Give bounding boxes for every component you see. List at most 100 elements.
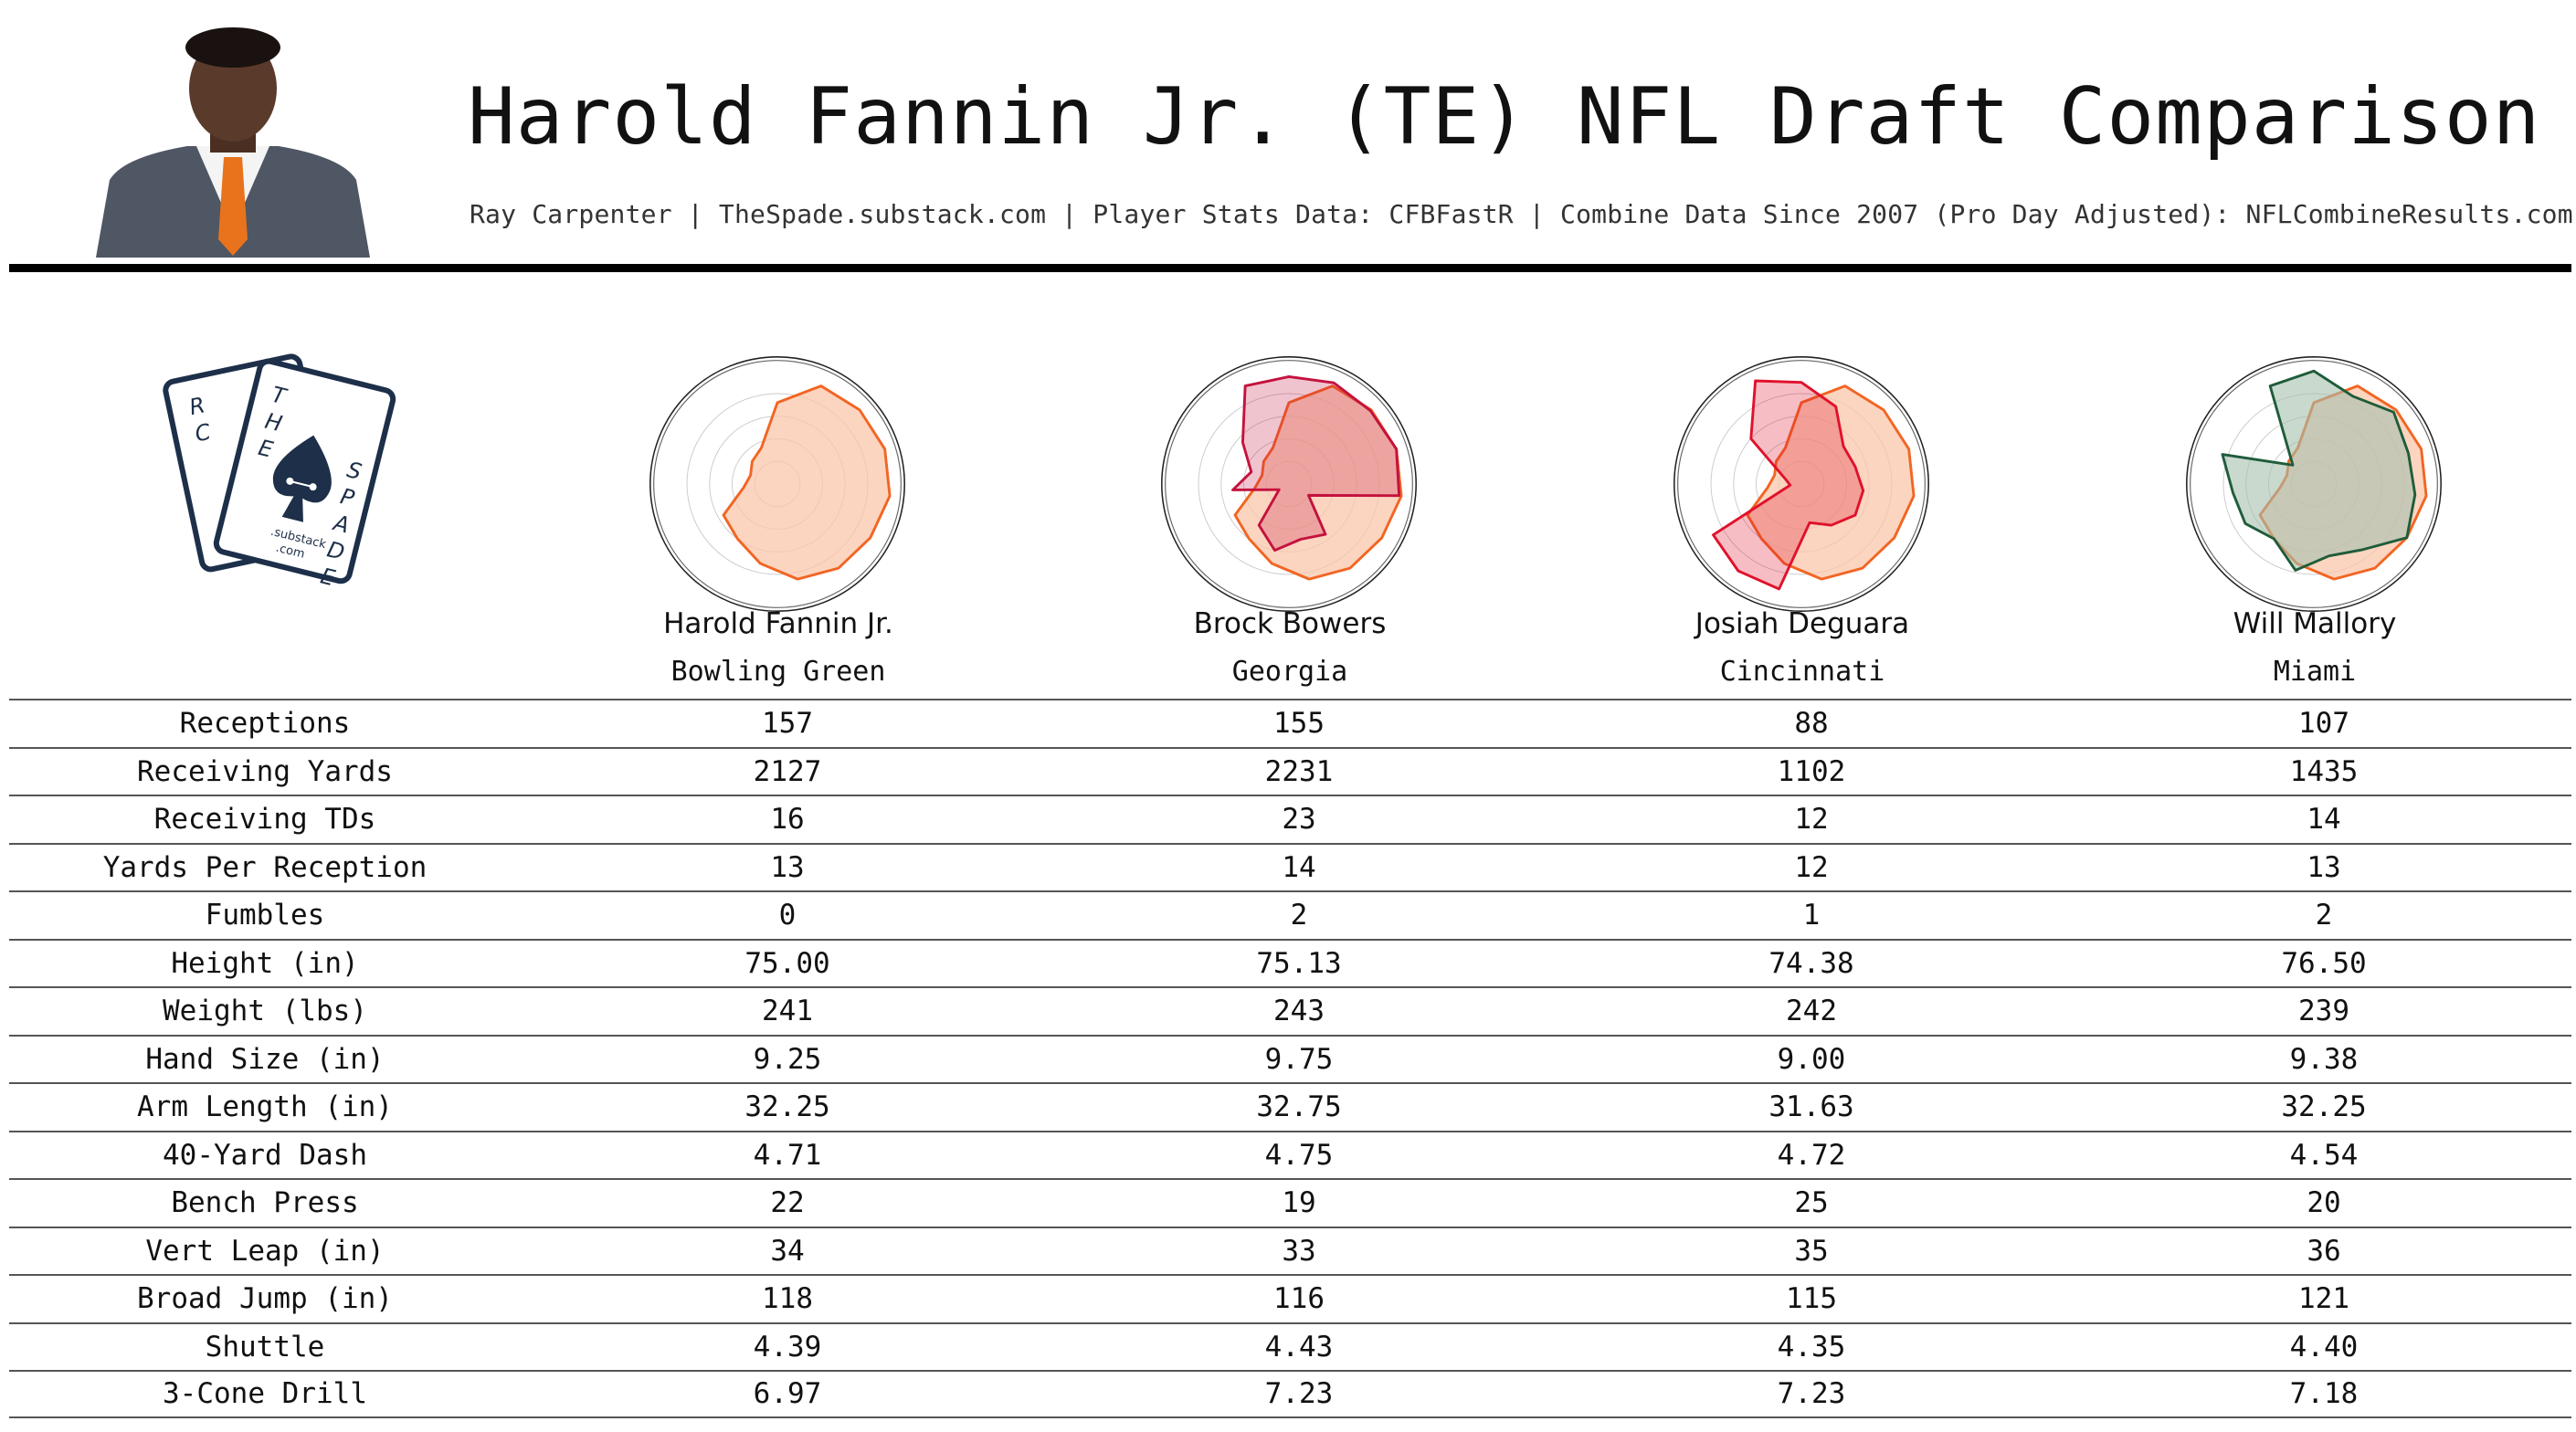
radar-chart-mallory — [2186, 356, 2442, 612]
stat-value: 0 — [778, 899, 797, 932]
stat-value: 4.40 — [2289, 1330, 2359, 1364]
player-photo — [87, 20, 379, 258]
stat-value: 9.75 — [1264, 1042, 1334, 1076]
spade-icon — [272, 435, 332, 522]
stat-value: 25 — [1794, 1186, 1829, 1220]
stat-label: Receiving TDs — [153, 803, 376, 837]
stat-value: 31.63 — [1768, 1090, 1854, 1124]
stat-value: 33 — [1282, 1234, 1316, 1268]
stat-value: 9.25 — [753, 1042, 822, 1076]
stat-value: 4.72 — [1777, 1138, 1846, 1172]
player-school: Bowling Green — [670, 656, 886, 688]
table-row: Shuttle 4.39 4.43 4.35 4.40 — [9, 1321, 2571, 1371]
stat-value: 32.25 — [2281, 1090, 2367, 1124]
radar-series-comparison — [1231, 375, 1401, 553]
page-subtitle: Ray Carpenter | TheSpade.substack.com | … — [470, 199, 2573, 229]
table-row: Receptions 157 155 88 107 — [9, 699, 2571, 747]
logo-letter: S — [344, 457, 364, 485]
stat-value: 4.71 — [753, 1138, 822, 1172]
stat-label: Broad Jump (in) — [137, 1282, 393, 1316]
table-row: Fumbles 0 2 1 2 — [9, 890, 2571, 939]
stat-label: Yards Per Reception — [102, 850, 428, 884]
radar-ring — [1165, 360, 1413, 608]
stat-value: 20 — [2307, 1186, 2341, 1220]
radar-ring — [1677, 360, 1926, 608]
stat-value: 74.38 — [1768, 946, 1854, 980]
table-row: 3-Cone Drill 6.97 7.23 7.23 7.18 — [9, 1370, 2571, 1418]
logo-letter: R — [187, 392, 207, 420]
radar-chart-deguara — [1673, 356, 1929, 612]
stat-label: Arm Length (in) — [137, 1090, 393, 1124]
stat-value: 14 — [2307, 803, 2341, 837]
stat-value: 155 — [1273, 707, 1325, 741]
stat-label: Vert Leap (in) — [145, 1234, 385, 1268]
stat-value: 12 — [1794, 803, 1829, 837]
table-row: Receiving Yards 2127 2231 1102 1435 — [9, 746, 2571, 795]
stat-value: 22 — [770, 1186, 805, 1220]
radar-series-comparison — [2221, 369, 2417, 572]
radar-outer-ring — [1673, 356, 1929, 612]
radar-chart-bowers — [1161, 356, 1417, 612]
stat-value: 16 — [770, 803, 805, 837]
stat-value: 157 — [762, 707, 813, 741]
stat-value: 7.23 — [1777, 1377, 1846, 1411]
stat-value: 75.00 — [744, 946, 830, 980]
stat-label: Hand Size (in) — [145, 1042, 385, 1076]
stat-value: 243 — [1273, 995, 1325, 1028]
stat-label: 3-Cone Drill — [163, 1377, 367, 1411]
stat-value: 23 — [1282, 803, 1316, 837]
stat-value: 121 — [2298, 1282, 2349, 1316]
stat-value: 242 — [1786, 995, 1837, 1028]
radar-outer-ring — [649, 356, 905, 612]
stat-label: Weight (lbs) — [163, 995, 367, 1028]
player-school: Georgia — [1231, 656, 1348, 688]
radar-outer-ring — [2186, 356, 2442, 612]
stat-value: 2 — [1290, 899, 1308, 932]
stat-value: 9.00 — [1777, 1042, 1846, 1076]
table-row: Receiving TDs 16 23 12 14 — [9, 795, 2571, 843]
stat-value: 118 — [762, 1282, 813, 1316]
player-school: Miami — [2273, 656, 2357, 688]
stat-value: 12 — [1794, 850, 1829, 884]
player-name: Will Mallory — [2233, 607, 2397, 640]
stat-value: 1435 — [2289, 754, 2359, 788]
stat-value: 13 — [770, 850, 805, 884]
stat-value: 19 — [1282, 1186, 1316, 1220]
stat-value: 34 — [770, 1234, 805, 1268]
stat-value: 32.25 — [744, 1090, 830, 1124]
radar-outer-ring — [1161, 356, 1417, 612]
table-row: Bench Press 22 19 25 20 — [9, 1178, 2571, 1227]
stat-value: 2231 — [1264, 754, 1334, 788]
stats-table: Receptions 157 155 88 107 Receiving Yards 2127… — [9, 699, 2571, 1418]
radar-series-fannin — [722, 384, 892, 581]
stat-value: 4.35 — [1777, 1330, 1846, 1364]
stat-value: 2127 — [753, 754, 822, 788]
stat-label: 40-Yard Dash — [163, 1138, 367, 1172]
table-row: 40-Yard Dash 4.71 4.75 4.72 4.54 — [9, 1130, 2571, 1179]
stat-value: 115 — [1786, 1282, 1837, 1316]
stat-value: 36 — [2307, 1234, 2341, 1268]
stat-value: 4.39 — [753, 1330, 822, 1364]
player-name: Brock Bowers — [1193, 607, 1387, 640]
table-row: Weight (lbs) 241 243 242 239 — [9, 986, 2571, 1035]
stat-value: 116 — [1273, 1282, 1325, 1316]
player-school: Cincinnati — [1719, 656, 1885, 688]
title-divider — [9, 264, 2571, 272]
stat-label: Bench Press — [171, 1186, 359, 1220]
stat-value: 4.43 — [1264, 1330, 1334, 1364]
table-row: Yards Per Reception 13 14 12 13 — [9, 842, 2571, 891]
stat-value: 88 — [1794, 707, 1829, 741]
radar-chart-fannin — [649, 356, 905, 612]
stat-value: 7.23 — [1264, 1377, 1334, 1411]
stat-value: 239 — [2298, 995, 2349, 1028]
stat-label: Receptions — [179, 707, 351, 741]
stat-label: Fumbles — [205, 899, 325, 932]
table-row: Vert Leap (in) 34 33 35 36 — [9, 1226, 2571, 1275]
player-name: Josiah Deguara — [1694, 607, 1910, 640]
table-row: Hand Size (in) 9.25 9.75 9.00 9.38 — [9, 1034, 2571, 1083]
stat-value: 1 — [1802, 899, 1821, 932]
page-title: Harold Fannin Jr. (TE) NFL Draft Compari… — [468, 71, 2541, 163]
radar-ring — [653, 360, 902, 608]
table-row: Broad Jump (in) 118 116 115 121 — [9, 1274, 2571, 1322]
stat-value: 4.54 — [2289, 1138, 2359, 1172]
